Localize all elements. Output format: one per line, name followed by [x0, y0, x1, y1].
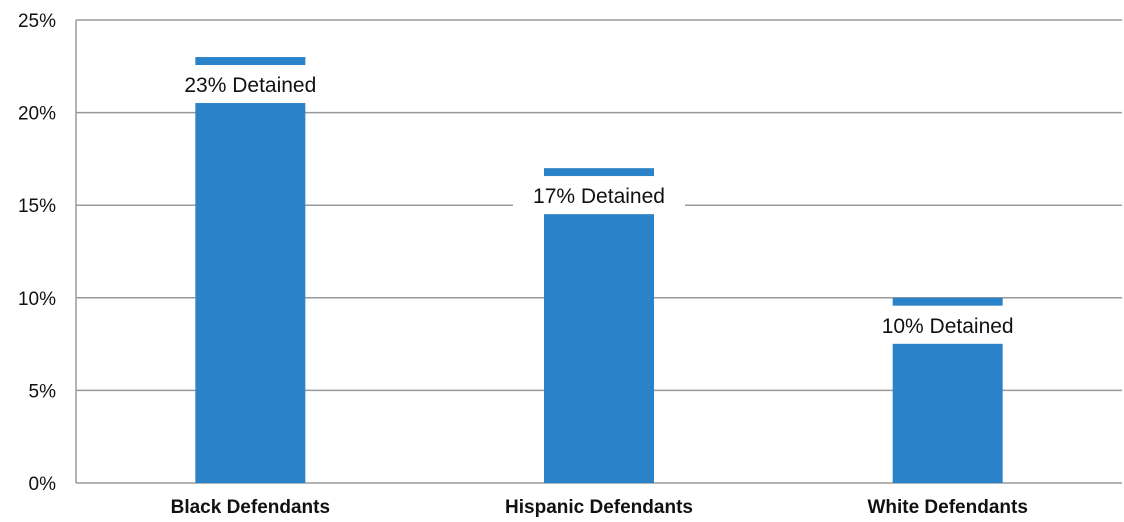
bar	[195, 103, 306, 483]
data-label-background	[164, 65, 337, 104]
x-category-label: Black Defendants	[171, 497, 330, 518]
x-axis-categories: Black Defendants Hispanic Defendants White…	[171, 497, 1028, 518]
y-tick-label: 0%	[29, 474, 57, 495]
bar	[544, 214, 654, 483]
data-label-background	[861, 305, 1034, 344]
x-category-label: Hispanic Defendants	[505, 497, 693, 518]
data-label: 23% Detained	[184, 74, 316, 97]
data-label-background	[513, 176, 685, 215]
data-label: 17% Detained	[533, 185, 665, 208]
data-label: 10% Detained	[882, 315, 1014, 338]
y-axis-ticks: 0% 5% 10% 15% 20% 25%	[18, 11, 56, 495]
bar-top-cap	[544, 168, 654, 177]
bar-top-cap	[195, 57, 306, 66]
y-tick-label: 10%	[18, 289, 56, 310]
x-category-label: White Defendants	[867, 497, 1027, 518]
bar-top-cap	[892, 297, 1003, 306]
y-tick-label: 25%	[18, 11, 56, 32]
y-tick-label: 15%	[18, 196, 56, 217]
bar	[892, 343, 1003, 483]
bars: 23% Detained 17% Detained 10% Detained	[164, 57, 1034, 483]
y-tick-label: 5%	[29, 381, 57, 402]
y-tick-label: 20%	[18, 104, 56, 125]
